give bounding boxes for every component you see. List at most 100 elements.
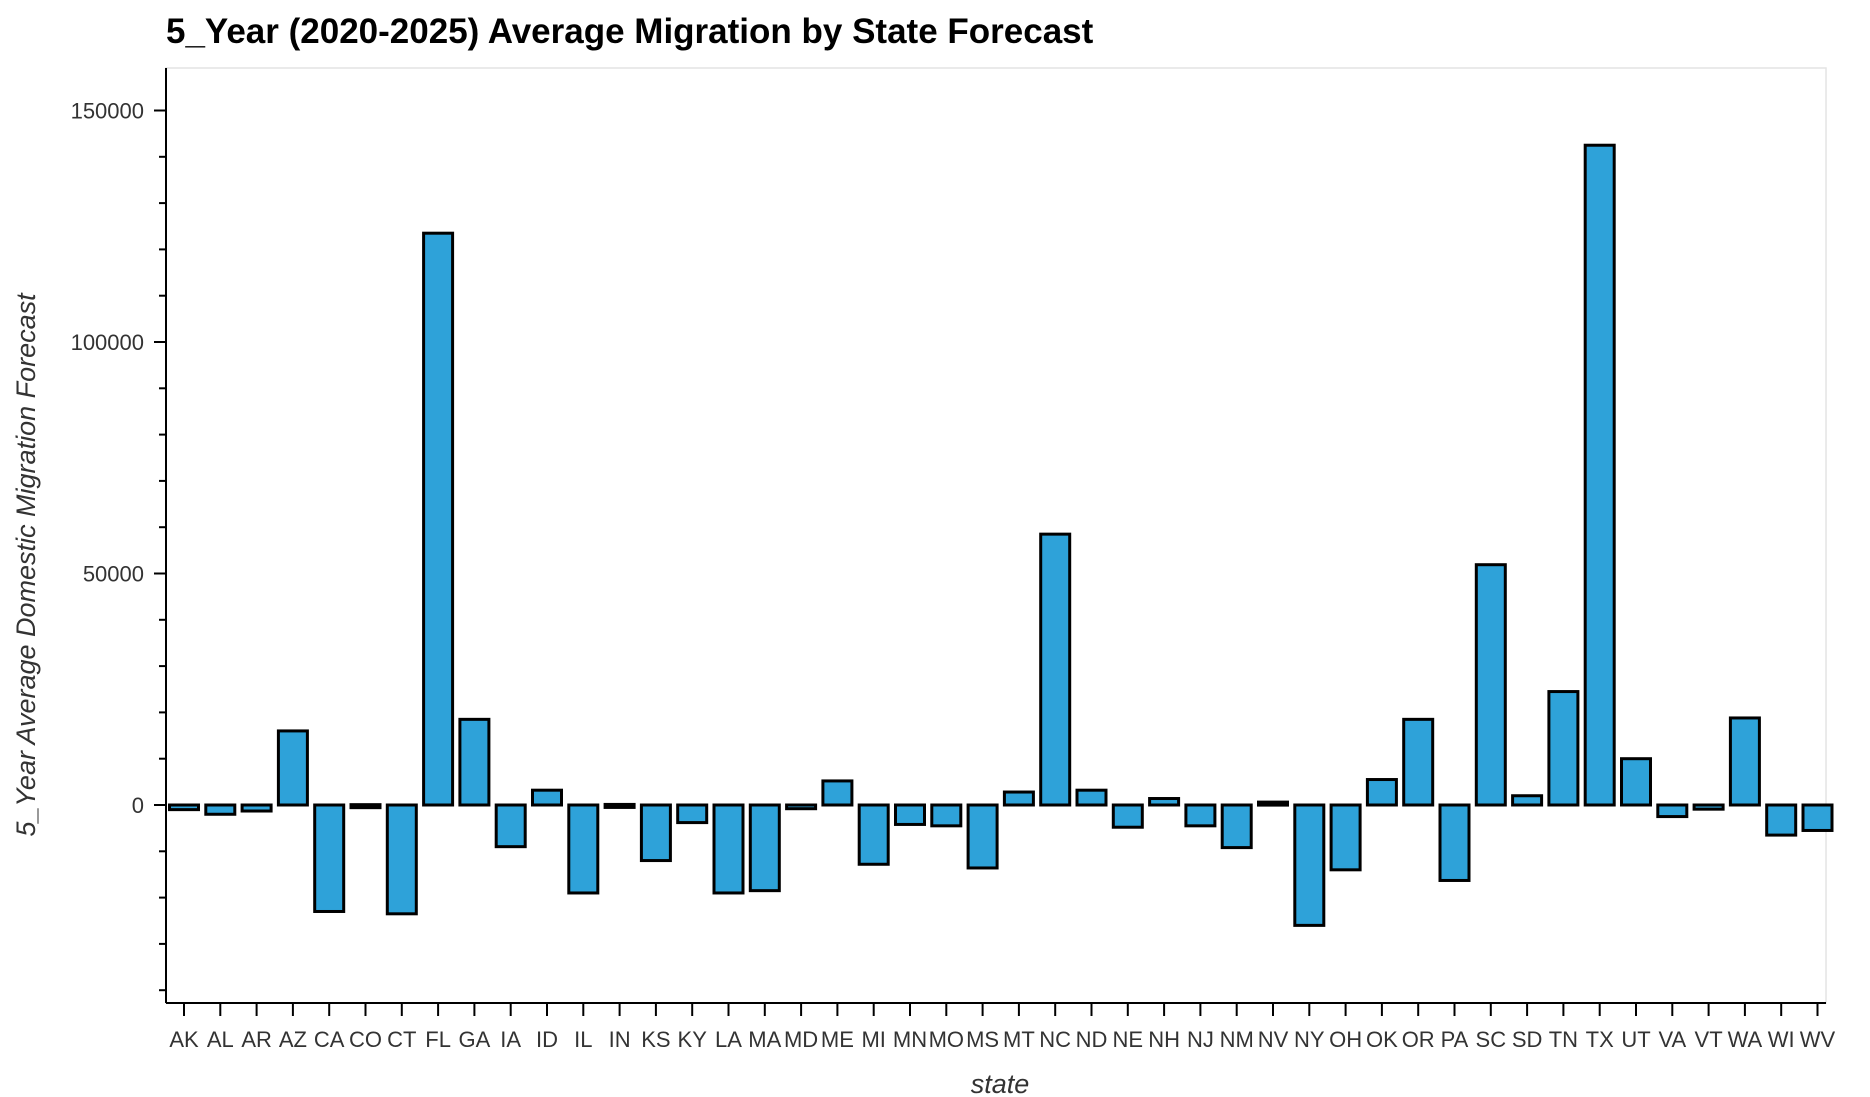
bar-nc [1039, 532, 1072, 807]
x-tick-label: MI [861, 1027, 885, 1052]
bar-ut [1620, 757, 1652, 807]
x-tick-label: VA [1658, 1027, 1686, 1052]
x-tick-label: TN [1549, 1027, 1578, 1052]
x-tick-label: WA [1728, 1027, 1763, 1052]
x-tick-label: MS [966, 1027, 999, 1052]
bar-ga [458, 717, 491, 807]
bar-ct [385, 803, 418, 916]
bar-ny [1293, 803, 1326, 927]
bar-sd [1511, 794, 1544, 807]
bar-oh [1329, 803, 1362, 872]
bar-nd [1075, 788, 1108, 807]
bar-la [712, 803, 745, 895]
x-tick-label: IN [609, 1027, 631, 1052]
x-tick-label: ME [821, 1027, 854, 1052]
bar-id [531, 788, 563, 807]
bar-wa [1728, 716, 1761, 807]
bar-ma [748, 803, 781, 893]
x-tick-label: ND [1076, 1027, 1108, 1052]
x-tick-label: AL [207, 1027, 234, 1052]
bar-in [603, 802, 636, 809]
bar-fl [422, 231, 455, 807]
x-tick-label: IA [500, 1027, 521, 1052]
x-tick-label: MA [748, 1027, 781, 1052]
bar-az [276, 729, 309, 807]
x-tick-label: MD [784, 1027, 818, 1052]
bar-mo [930, 803, 963, 828]
x-tick-label: TX [1586, 1027, 1614, 1052]
x-tick-label: LA [715, 1027, 742, 1052]
x-tick-label: CT [387, 1027, 416, 1052]
bar-ia [494, 803, 527, 849]
bar-ne [1111, 803, 1144, 829]
bar-md [785, 803, 818, 811]
bar-me [821, 779, 854, 807]
x-tick-label: CA [314, 1027, 345, 1052]
x-tick-label: NY [1294, 1027, 1325, 1052]
bar-tx [1583, 143, 1616, 807]
bar-ky [676, 803, 709, 825]
x-tick-label: NJ [1187, 1027, 1214, 1052]
bar-sc [1474, 563, 1507, 807]
x-tick-label: NV [1258, 1027, 1289, 1052]
x-axis-title: state [971, 1069, 1030, 1097]
bar-or [1402, 717, 1435, 807]
x-tick-label: MT [1003, 1027, 1035, 1052]
x-tick-label: OH [1329, 1027, 1362, 1052]
y-tick-label: 50000 [83, 562, 144, 587]
bar-nj [1184, 803, 1217, 828]
y-axis-title: 5_Year Average Domestic Migration Foreca… [11, 292, 41, 837]
x-tick-label: OR [1402, 1027, 1435, 1052]
bar-al [204, 803, 237, 816]
x-tick-label: ID [536, 1027, 558, 1052]
bar-mn [894, 803, 926, 826]
bar-ar [240, 803, 273, 813]
x-tick-label: GA [459, 1027, 491, 1052]
bar-ak [168, 803, 200, 812]
bar-va [1656, 803, 1689, 819]
bar-ok [1365, 778, 1398, 807]
x-tick-label: SC [1476, 1027, 1507, 1052]
bar-nm [1220, 803, 1253, 850]
x-tick-label: NC [1039, 1027, 1071, 1052]
x-tick-label: KY [678, 1027, 708, 1052]
bar-il [567, 803, 600, 895]
bar-ks [639, 803, 672, 863]
x-tick-label: KS [641, 1027, 670, 1052]
x-tick-label: NH [1148, 1027, 1180, 1052]
x-tick-label: NE [1113, 1027, 1144, 1052]
bar-co [349, 803, 382, 810]
chart-title: 5_Year (2020-2025) Average Migration by … [166, 12, 1094, 51]
x-tick-label: OK [1366, 1027, 1398, 1052]
x-tick-label: CO [349, 1027, 382, 1052]
bar-tn [1547, 690, 1580, 807]
x-tick-label: WI [1768, 1027, 1795, 1052]
bar-mi [857, 803, 890, 866]
bar-ca [313, 803, 346, 913]
y-tick-label: 0 [132, 793, 144, 818]
y-axis: 0 50000 100000 150000 [71, 68, 167, 1003]
x-tick-label: IL [574, 1027, 592, 1052]
x-tick-label: MN [893, 1027, 927, 1052]
bar-nh [1148, 797, 1181, 807]
x-tick-label: FL [425, 1027, 451, 1052]
x-tick-label: AZ [279, 1027, 307, 1052]
bar-pa [1438, 803, 1471, 882]
y-tick-label: 150000 [71, 99, 144, 124]
bar-wv [1801, 803, 1834, 832]
x-tick-label: VT [1695, 1027, 1723, 1052]
bar-ms [966, 803, 999, 870]
bar-mt [1002, 790, 1035, 807]
x-tick-label: NM [1220, 1027, 1254, 1052]
x-tick-label: SD [1512, 1027, 1543, 1052]
x-tick-label: WV [1800, 1027, 1836, 1052]
bar-nv [1257, 800, 1289, 807]
x-tick-label: AR [241, 1027, 272, 1052]
bar-vt [1692, 803, 1725, 811]
x-tick-label: MO [929, 1027, 964, 1052]
bars-group [168, 143, 1834, 927]
bar-wi [1765, 803, 1798, 837]
x-axis: AK AL AR AZ CA CO CT FL GA IA ID IL IN KS KY LA MA MD ME MI… [166, 1002, 1836, 1052]
y-tick-label: 100000 [71, 330, 144, 355]
